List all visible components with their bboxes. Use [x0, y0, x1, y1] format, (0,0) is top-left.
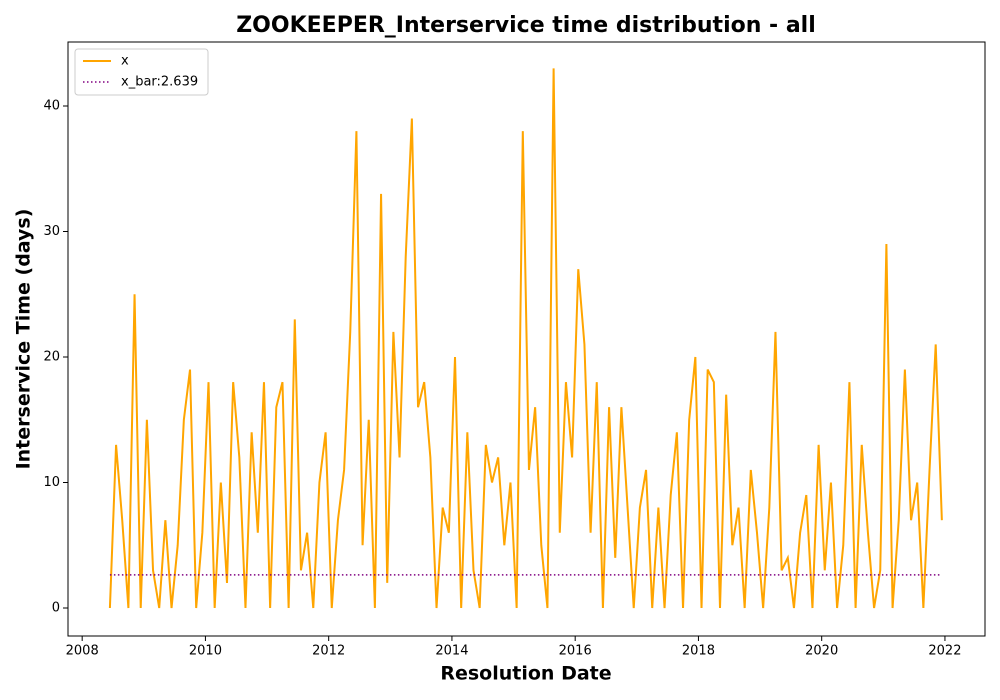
plot-frame — [67, 41, 986, 637]
series-line — [108, 68, 943, 609]
y-tick-label: 40 — [43, 99, 60, 114]
y-tick-label: 0 — [52, 601, 60, 616]
x-tick-label: 2008 — [66, 644, 99, 659]
y-axis-label: Interservice Time (days) — [13, 209, 35, 470]
x-tick-label: 2012 — [312, 644, 345, 659]
x-tick-label: 2014 — [435, 644, 468, 659]
y-tick-label: 10 — [43, 475, 60, 490]
y-tick-label: 20 — [43, 350, 60, 365]
legend-label: x_bar:2.639 — [121, 75, 198, 90]
x-axis-label: Resolution Date — [440, 663, 611, 685]
x-tick-label: 2022 — [928, 644, 961, 659]
legend-label: x — [121, 54, 129, 69]
x-tick-label: 2018 — [682, 644, 715, 659]
x-tick-label: 2010 — [189, 644, 222, 659]
y-tick-label: 30 — [43, 224, 60, 239]
chart-title: ZOOKEEPER_Interservice time distribution… — [236, 13, 816, 38]
x-tick-label: 2016 — [559, 644, 592, 659]
x-tick-label: 2020 — [805, 644, 838, 659]
